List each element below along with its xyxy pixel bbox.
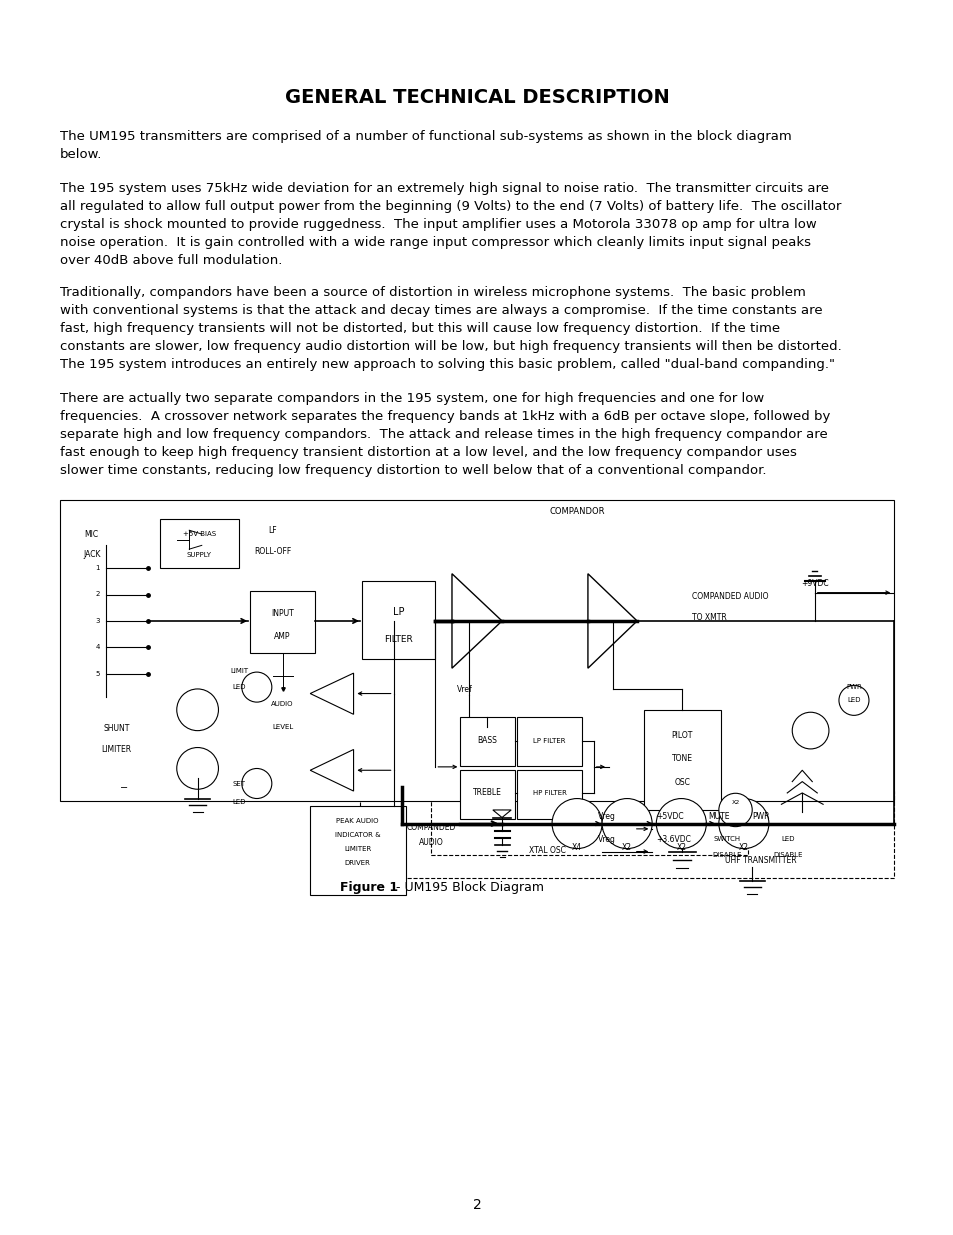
Circle shape — [601, 799, 652, 848]
Bar — [643, 710, 720, 810]
Bar — [60, 500, 893, 800]
Text: 5: 5 — [95, 671, 100, 677]
Bar — [517, 769, 581, 819]
Text: AMP: AMP — [274, 631, 291, 641]
Circle shape — [241, 672, 272, 703]
Text: PWR: PWR — [845, 684, 861, 690]
Text: PILOT: PILOT — [671, 731, 692, 740]
Text: Vref: Vref — [456, 684, 473, 694]
Bar — [517, 718, 581, 767]
Bar — [460, 769, 514, 819]
Text: XTAL OSC: XTAL OSC — [528, 846, 565, 856]
Text: INDICATOR &: INDICATOR & — [335, 831, 380, 837]
Circle shape — [176, 689, 218, 731]
Text: - UM195 Block Diagram: - UM195 Block Diagram — [392, 882, 543, 894]
Text: HP FILTER: HP FILTER — [532, 790, 566, 795]
Circle shape — [656, 799, 705, 848]
Text: SET: SET — [233, 781, 246, 787]
Polygon shape — [310, 750, 354, 792]
Text: LIMITER: LIMITER — [344, 846, 371, 851]
Text: 1: 1 — [95, 566, 100, 571]
Text: LED: LED — [233, 684, 246, 690]
Bar — [160, 519, 239, 568]
Bar — [361, 582, 435, 658]
Polygon shape — [310, 673, 354, 714]
Text: DISABLE: DISABLE — [712, 852, 741, 858]
Text: SUPPLY: SUPPLY — [187, 552, 212, 558]
Text: COMPANDED AUDIO: COMPANDED AUDIO — [692, 592, 768, 601]
Text: TONE: TONE — [671, 755, 692, 763]
Text: +5V BIAS: +5V BIAS — [183, 531, 215, 537]
Text: Traditionally, compandors have been a source of distortion in wireless microphon: Traditionally, compandors have been a so… — [60, 287, 841, 370]
Text: Figure 1: Figure 1 — [339, 882, 397, 894]
Text: X2: X2 — [739, 844, 748, 852]
Text: MIC: MIC — [85, 530, 99, 538]
Text: 4: 4 — [95, 645, 100, 651]
Text: Vreg: Vreg — [598, 813, 615, 821]
Text: LED: LED — [846, 698, 860, 704]
Text: X4: X4 — [572, 844, 581, 852]
Text: MUTE: MUTE — [707, 813, 729, 821]
Text: INPUT: INPUT — [271, 609, 294, 618]
Text: LED: LED — [781, 836, 794, 842]
Circle shape — [719, 799, 768, 848]
Text: UHF TRANSMITTER: UHF TRANSMITTER — [724, 857, 796, 866]
Bar — [460, 718, 514, 767]
Text: 2: 2 — [95, 592, 100, 598]
Text: X2: X2 — [621, 844, 632, 852]
Text: LIMITER: LIMITER — [102, 745, 132, 755]
Text: 2: 2 — [472, 1198, 481, 1212]
Text: PEAK AUDIO: PEAK AUDIO — [336, 818, 378, 824]
Text: +5VDC: +5VDC — [656, 813, 683, 821]
Text: LIMIT: LIMIT — [230, 668, 248, 674]
Text: DRIVER: DRIVER — [344, 860, 371, 866]
Text: AUDIO: AUDIO — [272, 701, 294, 708]
Text: SWITCH: SWITCH — [713, 836, 740, 842]
Polygon shape — [452, 574, 501, 668]
Text: LED: LED — [233, 799, 246, 805]
Circle shape — [552, 799, 601, 848]
Text: The UM195 transmitters are comprised of a number of functional sub-systems as sh: The UM195 transmitters are comprised of … — [60, 130, 791, 161]
Text: Vreg: Vreg — [598, 835, 615, 844]
Text: DISABLE: DISABLE — [773, 852, 802, 858]
Text: GENERAL TECHNICAL DESCRIPTION: GENERAL TECHNICAL DESCRIPTION — [284, 88, 669, 107]
Text: FILTER: FILTER — [384, 635, 413, 645]
Bar — [360, 792, 893, 878]
Text: COMPANDOR: COMPANDOR — [549, 506, 604, 516]
Text: +9VDC: +9VDC — [801, 579, 828, 588]
Polygon shape — [493, 810, 511, 818]
Bar — [250, 590, 314, 653]
Text: AUDIO: AUDIO — [418, 837, 443, 846]
Text: COMPANDED: COMPANDED — [406, 823, 456, 832]
Text: PWR: PWR — [751, 813, 768, 821]
Text: X2: X2 — [676, 844, 685, 852]
Text: TO XMTR: TO XMTR — [692, 613, 726, 621]
Text: LEVEL: LEVEL — [272, 724, 293, 730]
Text: JACK: JACK — [83, 551, 100, 559]
Circle shape — [838, 685, 868, 715]
Text: +3.6VDC: +3.6VDC — [656, 835, 691, 844]
Text: 3: 3 — [95, 618, 100, 624]
Text: −: − — [120, 783, 129, 793]
Bar — [310, 806, 406, 895]
Circle shape — [241, 768, 272, 799]
Text: TREBLE: TREBLE — [472, 788, 501, 798]
Circle shape — [791, 713, 828, 748]
Text: BASS: BASS — [476, 736, 497, 745]
Text: X2: X2 — [731, 800, 739, 805]
Text: There are actually two separate compandors in the 195 system, one for high frequ: There are actually two separate compando… — [60, 391, 829, 477]
Text: SHUNT: SHUNT — [104, 724, 130, 734]
Bar — [431, 583, 747, 856]
Text: The 195 system uses 75kHz wide deviation for an extremely high signal to noise r: The 195 system uses 75kHz wide deviation… — [60, 182, 841, 267]
Text: OSC: OSC — [674, 778, 689, 787]
Circle shape — [719, 793, 751, 826]
Text: LF: LF — [268, 526, 276, 535]
Circle shape — [176, 747, 218, 789]
Text: ROLL-OFF: ROLL-OFF — [253, 547, 291, 556]
Text: LP FILTER: LP FILTER — [533, 737, 565, 743]
Text: LP: LP — [393, 606, 404, 616]
Polygon shape — [587, 574, 637, 668]
